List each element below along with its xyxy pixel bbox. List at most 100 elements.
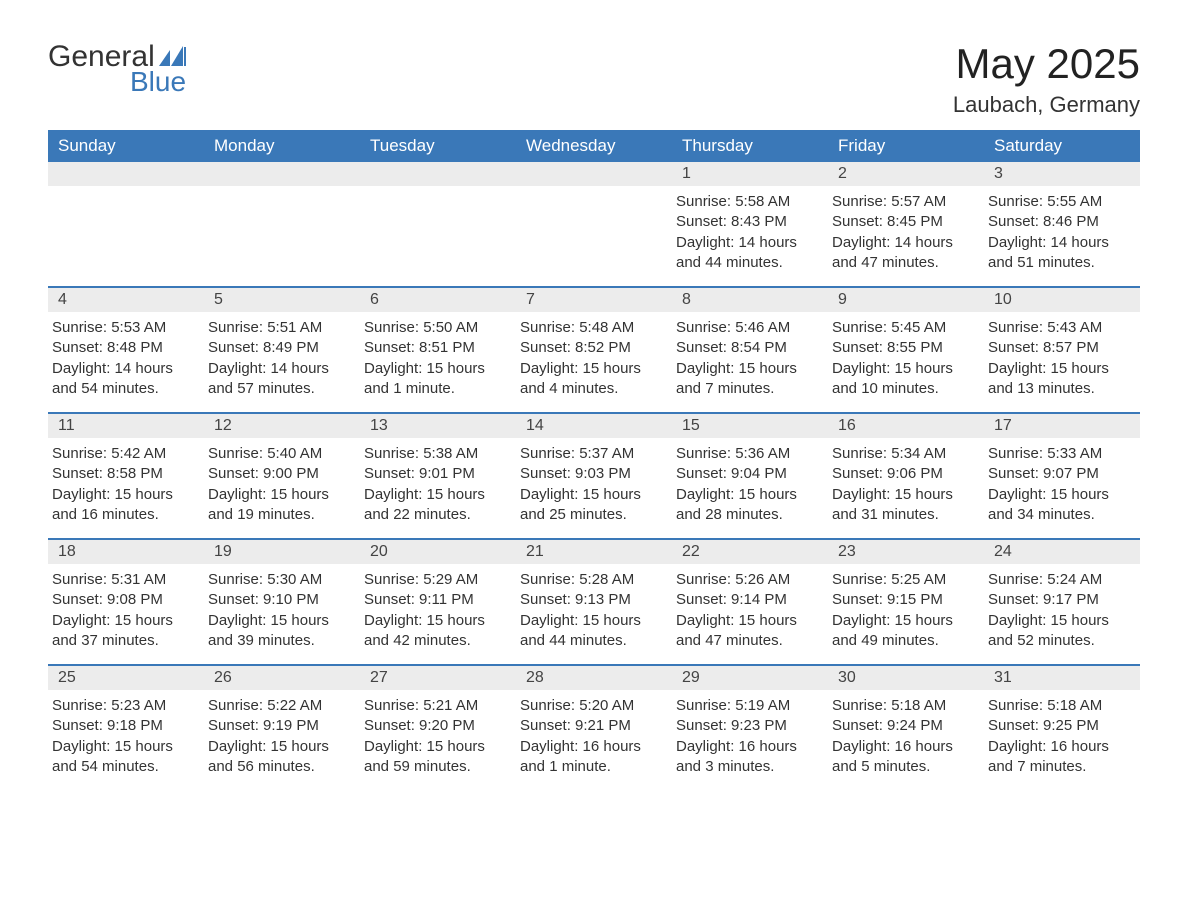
day-sunset: Sunset: 9:21 PM xyxy=(520,716,662,736)
day-dl1: Daylight: 16 hours xyxy=(520,737,662,757)
day-number: 21 xyxy=(516,540,672,564)
day-dl2: and 1 minute. xyxy=(364,379,506,399)
day-content: Sunrise: 5:42 AMSunset: 8:58 PMDaylight:… xyxy=(48,438,204,535)
day-sunset: Sunset: 8:48 PM xyxy=(52,338,194,358)
day-cell: 14Sunrise: 5:37 AMSunset: 9:03 PMDayligh… xyxy=(516,414,672,538)
day-cell: 17Sunrise: 5:33 AMSunset: 9:07 PMDayligh… xyxy=(984,414,1140,538)
day-number: 4 xyxy=(48,288,204,312)
day-cell: 23Sunrise: 5:25 AMSunset: 9:15 PMDayligh… xyxy=(828,540,984,664)
day-content: Sunrise: 5:43 AMSunset: 8:57 PMDaylight:… xyxy=(984,312,1140,409)
day-dl2: and 56 minutes. xyxy=(208,757,350,777)
day-sunrise: Sunrise: 5:31 AM xyxy=(52,570,194,590)
day-dl2: and 42 minutes. xyxy=(364,631,506,651)
weekday-header: Wednesday xyxy=(516,130,672,162)
day-sunrise: Sunrise: 5:55 AM xyxy=(988,192,1130,212)
day-cell: 24Sunrise: 5:24 AMSunset: 9:17 PMDayligh… xyxy=(984,540,1140,664)
day-dl1: Daylight: 15 hours xyxy=(988,611,1130,631)
day-dl2: and 54 minutes. xyxy=(52,757,194,777)
title-block: May 2025 Laubach, Germany xyxy=(953,40,1140,118)
day-content: Sunrise: 5:22 AMSunset: 9:19 PMDaylight:… xyxy=(204,690,360,787)
day-cell: 21Sunrise: 5:28 AMSunset: 9:13 PMDayligh… xyxy=(516,540,672,664)
day-dl1: Daylight: 14 hours xyxy=(208,359,350,379)
day-dl1: Daylight: 15 hours xyxy=(208,611,350,631)
month-title: May 2025 xyxy=(953,40,1140,88)
day-dl2: and 5 minutes. xyxy=(832,757,974,777)
day-content: Sunrise: 5:18 AMSunset: 9:24 PMDaylight:… xyxy=(828,690,984,787)
day-sunset: Sunset: 9:13 PM xyxy=(520,590,662,610)
day-content: Sunrise: 5:18 AMSunset: 9:25 PMDaylight:… xyxy=(984,690,1140,787)
week-row: 1Sunrise: 5:58 AMSunset: 8:43 PMDaylight… xyxy=(48,162,1140,286)
day-sunrise: Sunrise: 5:46 AM xyxy=(676,318,818,338)
location: Laubach, Germany xyxy=(953,92,1140,118)
day-cell xyxy=(360,162,516,286)
day-dl1: Daylight: 16 hours xyxy=(988,737,1130,757)
day-cell: 26Sunrise: 5:22 AMSunset: 9:19 PMDayligh… xyxy=(204,666,360,790)
day-sunset: Sunset: 9:14 PM xyxy=(676,590,818,610)
week-row: 18Sunrise: 5:31 AMSunset: 9:08 PMDayligh… xyxy=(48,538,1140,664)
day-number: 3 xyxy=(984,162,1140,186)
day-dl1: Daylight: 15 hours xyxy=(364,485,506,505)
day-sunrise: Sunrise: 5:25 AM xyxy=(832,570,974,590)
day-dl1: Daylight: 15 hours xyxy=(832,611,974,631)
day-sunset: Sunset: 9:20 PM xyxy=(364,716,506,736)
day-content: Sunrise: 5:24 AMSunset: 9:17 PMDaylight:… xyxy=(984,564,1140,661)
day-dl2: and 25 minutes. xyxy=(520,505,662,525)
day-dl1: Daylight: 14 hours xyxy=(52,359,194,379)
day-sunrise: Sunrise: 5:36 AM xyxy=(676,444,818,464)
day-sunrise: Sunrise: 5:40 AM xyxy=(208,444,350,464)
day-dl1: Daylight: 14 hours xyxy=(988,233,1130,253)
day-dl2: and 44 minutes. xyxy=(520,631,662,651)
day-sunrise: Sunrise: 5:26 AM xyxy=(676,570,818,590)
day-content: Sunrise: 5:21 AMSunset: 9:20 PMDaylight:… xyxy=(360,690,516,787)
day-dl1: Daylight: 15 hours xyxy=(208,737,350,757)
day-sunrise: Sunrise: 5:28 AM xyxy=(520,570,662,590)
day-number xyxy=(48,162,204,186)
day-dl1: Daylight: 15 hours xyxy=(676,485,818,505)
day-dl2: and 7 minutes. xyxy=(676,379,818,399)
day-sunset: Sunset: 9:18 PM xyxy=(52,716,194,736)
day-content: Sunrise: 5:34 AMSunset: 9:06 PMDaylight:… xyxy=(828,438,984,535)
day-dl2: and 28 minutes. xyxy=(676,505,818,525)
day-number: 27 xyxy=(360,666,516,690)
day-dl2: and 13 minutes. xyxy=(988,379,1130,399)
day-dl1: Daylight: 15 hours xyxy=(364,359,506,379)
day-sunset: Sunset: 9:00 PM xyxy=(208,464,350,484)
day-sunrise: Sunrise: 5:53 AM xyxy=(52,318,194,338)
day-cell: 22Sunrise: 5:26 AMSunset: 9:14 PMDayligh… xyxy=(672,540,828,664)
day-content: Sunrise: 5:31 AMSunset: 9:08 PMDaylight:… xyxy=(48,564,204,661)
day-cell: 5Sunrise: 5:51 AMSunset: 8:49 PMDaylight… xyxy=(204,288,360,412)
day-cell: 28Sunrise: 5:20 AMSunset: 9:21 PMDayligh… xyxy=(516,666,672,790)
day-number: 22 xyxy=(672,540,828,564)
day-number xyxy=(204,162,360,186)
day-sunset: Sunset: 9:11 PM xyxy=(364,590,506,610)
day-content: Sunrise: 5:29 AMSunset: 9:11 PMDaylight:… xyxy=(360,564,516,661)
day-cell: 29Sunrise: 5:19 AMSunset: 9:23 PMDayligh… xyxy=(672,666,828,790)
day-dl2: and 1 minute. xyxy=(520,757,662,777)
day-cell: 9Sunrise: 5:45 AMSunset: 8:55 PMDaylight… xyxy=(828,288,984,412)
day-sunrise: Sunrise: 5:37 AM xyxy=(520,444,662,464)
day-cell: 10Sunrise: 5:43 AMSunset: 8:57 PMDayligh… xyxy=(984,288,1140,412)
day-dl1: Daylight: 15 hours xyxy=(832,485,974,505)
day-content: Sunrise: 5:28 AMSunset: 9:13 PMDaylight:… xyxy=(516,564,672,661)
day-dl2: and 57 minutes. xyxy=(208,379,350,399)
day-dl1: Daylight: 15 hours xyxy=(520,611,662,631)
day-cell: 30Sunrise: 5:18 AMSunset: 9:24 PMDayligh… xyxy=(828,666,984,790)
day-sunrise: Sunrise: 5:51 AM xyxy=(208,318,350,338)
day-sunset: Sunset: 9:15 PM xyxy=(832,590,974,610)
day-cell: 31Sunrise: 5:18 AMSunset: 9:25 PMDayligh… xyxy=(984,666,1140,790)
day-sunset: Sunset: 8:46 PM xyxy=(988,212,1130,232)
day-sunset: Sunset: 9:24 PM xyxy=(832,716,974,736)
day-number: 25 xyxy=(48,666,204,690)
day-sunrise: Sunrise: 5:50 AM xyxy=(364,318,506,338)
day-cell: 8Sunrise: 5:46 AMSunset: 8:54 PMDaylight… xyxy=(672,288,828,412)
day-dl1: Daylight: 15 hours xyxy=(208,485,350,505)
day-dl1: Daylight: 16 hours xyxy=(676,737,818,757)
day-dl1: Daylight: 15 hours xyxy=(832,359,974,379)
day-number: 13 xyxy=(360,414,516,438)
weekday-header: Tuesday xyxy=(360,130,516,162)
week-row: 11Sunrise: 5:42 AMSunset: 8:58 PMDayligh… xyxy=(48,412,1140,538)
day-number xyxy=(516,162,672,186)
day-sunset: Sunset: 9:08 PM xyxy=(52,590,194,610)
day-dl2: and 47 minutes. xyxy=(832,253,974,273)
day-cell: 7Sunrise: 5:48 AMSunset: 8:52 PMDaylight… xyxy=(516,288,672,412)
